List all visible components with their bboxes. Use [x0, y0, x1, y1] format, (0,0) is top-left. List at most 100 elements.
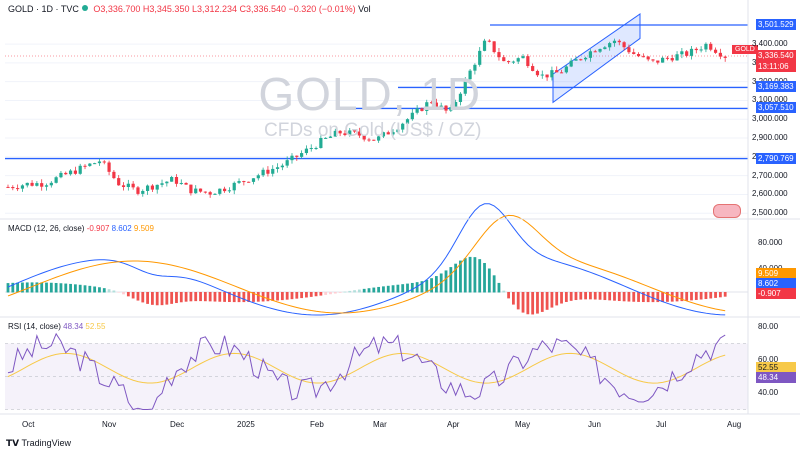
candle-body: [636, 54, 641, 57]
candle-body: [117, 178, 121, 186]
macd-line: [7, 203, 726, 316]
macd-histogram-bar: [252, 292, 255, 302]
candle-body: [256, 175, 260, 179]
macd-histogram-bar: [247, 292, 251, 303]
macd-histogram-bar: [69, 283, 72, 293]
candle-body: [362, 135, 366, 140]
candle-body: [492, 41, 496, 53]
macd-histogram-bar: [256, 292, 260, 302]
macd-histogram-bar: [189, 292, 193, 302]
candle-body: [641, 56, 645, 58]
candle-body: [266, 169, 270, 174]
macd-histogram-bar: [516, 292, 520, 310]
candle-body: [64, 172, 68, 175]
key-level-tag: 3,169.383: [756, 81, 796, 93]
candle-body: [131, 183, 135, 188]
ohlc-values: O3,336.700 H3,345.350 L3,312.234 C3,336.…: [93, 4, 356, 14]
macd-value-tag: 8.602: [756, 278, 796, 289]
macd-histogram-bar: [603, 292, 607, 301]
macd-axis-label: 80.000: [758, 238, 783, 247]
macd-histogram-bar: [213, 292, 217, 302]
candle-body: [651, 59, 655, 61]
candle-body: [377, 136, 381, 141]
candle-body: [497, 52, 501, 58]
macd-histogram-bar: [16, 282, 20, 293]
macd-histogram-bar: [632, 292, 636, 302]
candle-body: [593, 51, 597, 53]
macd-histogram-bar: [454, 263, 458, 293]
candle-body: [535, 70, 540, 76]
candle-body: [179, 182, 183, 184]
price-axis-label: 2,500.000: [752, 208, 788, 218]
candle-body: [704, 43, 708, 50]
macd-histogram-bar: [540, 292, 544, 312]
macd-histogram-bar: [88, 285, 92, 293]
candle-body: [304, 148, 309, 154]
candle-body: [699, 49, 703, 51]
price-axis-label: 3,100.000: [752, 95, 788, 105]
key-level-tag: 2,790.769: [756, 152, 796, 164]
macd-histogram-bar: [117, 292, 121, 293]
macd-histogram-bar: [21, 282, 24, 293]
macd-histogram-bar: [329, 292, 332, 295]
brand-name: TradingView: [21, 438, 71, 448]
macd-histogram-bar: [391, 285, 395, 293]
macd-legend: MACD (12, 26, close) -0.907 8.602 9.509: [8, 224, 154, 233]
month-label: Oct: [22, 420, 35, 429]
candle-body: [511, 61, 515, 63]
rsi-axis-label: 80.00: [758, 322, 779, 331]
candle-body: [454, 101, 458, 108]
macd-histogram-bar: [367, 288, 371, 293]
macd-histogram-bar: [208, 292, 212, 302]
macd-histogram-bar: [319, 292, 323, 296]
candle-body: [694, 48, 698, 51]
macd-histogram-bar: [415, 282, 419, 293]
month-label: Dec: [170, 420, 185, 429]
macd-histogram-bar: [420, 281, 424, 293]
candle-body: [213, 193, 217, 195]
candle-body: [401, 123, 405, 130]
macd-histogram-bar: [30, 282, 34, 293]
macd-histogram-bar: [502, 290, 506, 293]
macd-histogram-bar: [102, 288, 106, 293]
month-label: May: [515, 420, 531, 429]
candle-body: [145, 185, 150, 191]
price-axis-label: 3,200.000: [752, 77, 796, 86]
candle-body: [468, 70, 472, 80]
volume-label: Vol: [358, 4, 371, 14]
candle-body: [564, 66, 568, 73]
macd-histogram-bar: [146, 292, 149, 304]
macd-histogram-bar: [199, 292, 202, 302]
macd-histogram-bar: [314, 292, 318, 297]
candle-body: [333, 130, 337, 137]
candle-body: [646, 56, 650, 60]
macd-histogram-bar: [410, 282, 414, 293]
candle-body: [11, 186, 15, 189]
macd-histogram-bar: [463, 258, 467, 293]
candle-body: [709, 43, 713, 50]
macd-histogram-bar: [449, 267, 453, 293]
rsi-value: 48.34: [63, 322, 84, 331]
candle-body: [357, 131, 361, 136]
candle-body: [203, 191, 207, 193]
candle-body: [482, 40, 487, 51]
tradingview-logo[interactable]: 𝗧𝗩 TradingView: [6, 438, 71, 448]
candle-body: [227, 190, 232, 192]
macd-histogram-bar: [401, 284, 405, 293]
candle-body: [574, 59, 578, 61]
candle-body: [425, 102, 429, 111]
candle-body: [478, 50, 482, 65]
candle-body: [251, 178, 256, 182]
candle-body: [49, 182, 53, 186]
macd-histogram-bar: [704, 292, 708, 300]
candle-body: [502, 57, 506, 62]
rsi-axis-label: 60.00: [758, 355, 779, 364]
candle-body: [405, 119, 410, 124]
candle-body: [271, 168, 275, 174]
macd-histogram-bar: [656, 292, 660, 303]
candle-body: [232, 182, 236, 191]
macd-histogram-bar: [6, 283, 10, 293]
candle-body: [83, 165, 87, 167]
candle-body: [584, 57, 588, 60]
